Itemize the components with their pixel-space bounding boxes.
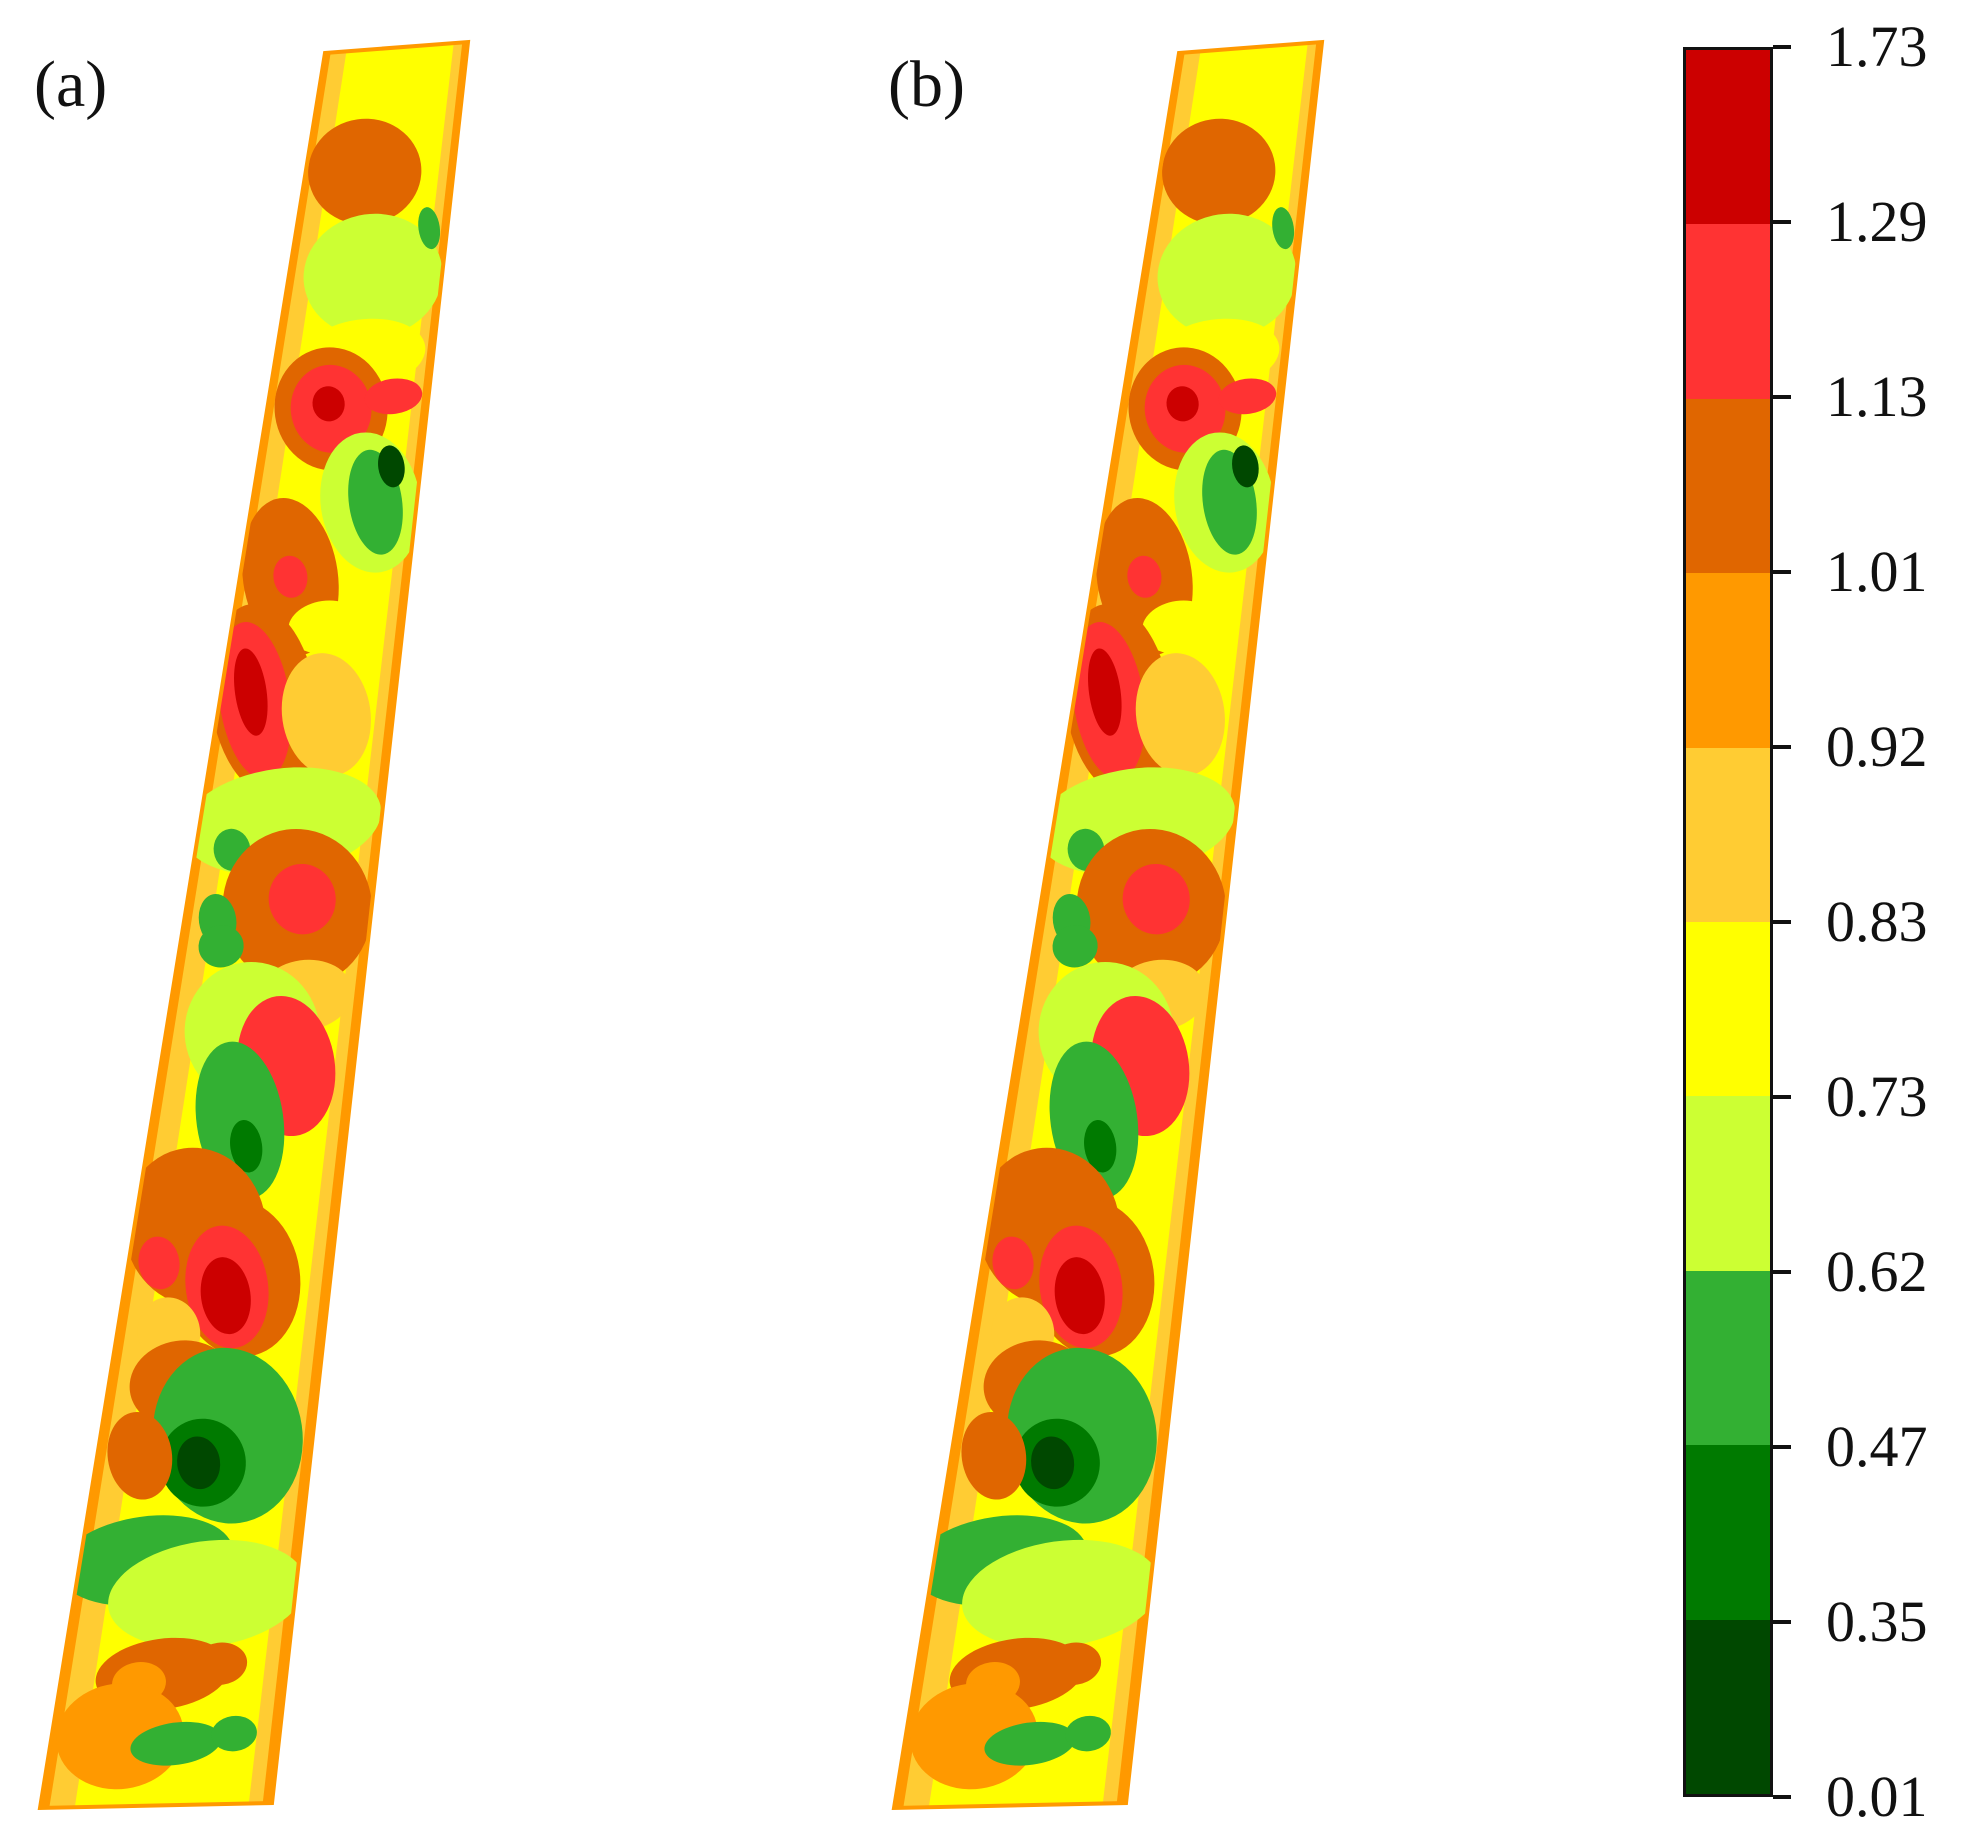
legend-tick: [1773, 45, 1791, 49]
field-outline: [37, 39, 471, 1811]
legend-tick-label: 0.83: [1826, 889, 1928, 954]
legend-band: [1686, 921, 1770, 1097]
legend-band: [1686, 398, 1770, 574]
legend-tick-label: 0.62: [1826, 1239, 1928, 1304]
legend-tick: [1773, 1795, 1791, 1799]
field-raster: [894, 42, 1322, 1808]
legend-band: [1686, 224, 1770, 399]
legend-tick-label: 1.13: [1826, 364, 1928, 429]
legend-tick: [1773, 570, 1791, 574]
legend-tick: [1773, 920, 1791, 924]
legend-band: [1686, 747, 1770, 922]
legend-tick: [1773, 220, 1791, 224]
legend-tick-label: 0.73: [1826, 1064, 1928, 1129]
legend-tick: [1773, 1270, 1791, 1274]
legend-band: [1686, 1096, 1770, 1271]
panel-b-label: (b): [888, 48, 965, 121]
legend-tick-label: 0.01: [1826, 1764, 1928, 1829]
legend-tick: [1773, 1095, 1791, 1099]
legend-tick-label: 1.73: [1826, 14, 1928, 79]
legend-band: [1686, 1270, 1770, 1446]
legend-band: [1686, 1445, 1770, 1620]
field-raster: [40, 42, 468, 1808]
legend-tick-label: 1.01: [1826, 539, 1928, 604]
legend-band: [1686, 573, 1770, 748]
legend-tick-label: 0.35: [1826, 1589, 1928, 1654]
legend-band: [1686, 1619, 1770, 1794]
legend-tick: [1773, 745, 1791, 749]
legend-tick-label: 1.29: [1826, 189, 1928, 254]
legend-tick: [1773, 1445, 1791, 1449]
legend-tick: [1773, 395, 1791, 399]
legend-tick: [1773, 1620, 1791, 1624]
legend-band: [1686, 50, 1770, 225]
field-outline: [891, 39, 1325, 1811]
color-legend-bar: [1683, 47, 1773, 1797]
legend-tick-label: 0.47: [1826, 1414, 1928, 1479]
panel-a-label: (a): [34, 48, 108, 121]
legend-tick-label: 0.92: [1826, 714, 1928, 779]
